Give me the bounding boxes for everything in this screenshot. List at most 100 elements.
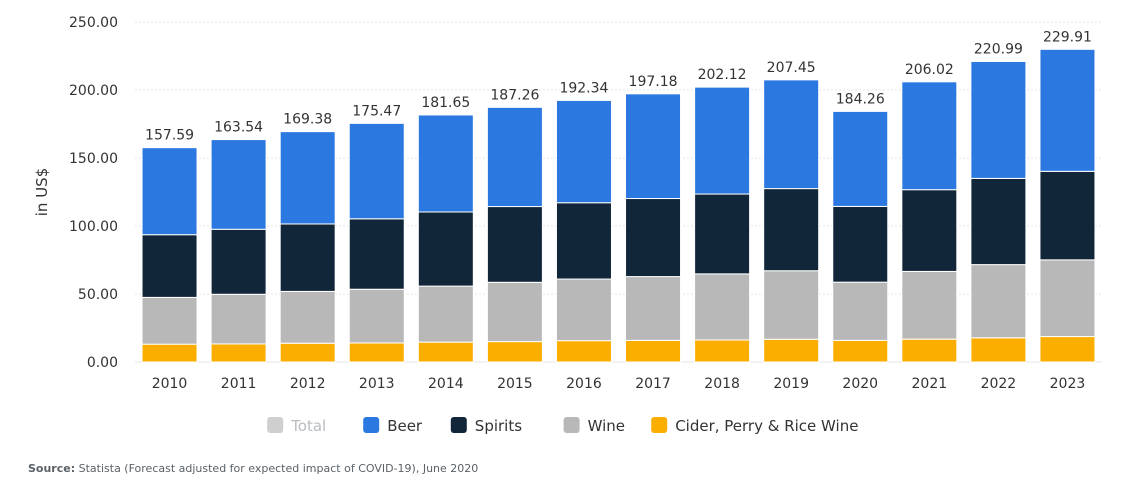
bar-segment[interactable] <box>901 81 958 191</box>
bar-segment[interactable] <box>555 278 612 342</box>
bar-segment[interactable] <box>1039 336 1096 363</box>
bar-segment[interactable] <box>486 206 543 283</box>
stacked-bar-chart: 0.00 50.00 100.00 150.00 200.00 250.00 in US$ 1… <box>33 15 1102 435</box>
bar-segment[interactable] <box>486 281 543 343</box>
bar-segment[interactable] <box>417 341 474 363</box>
bar-segment[interactable] <box>348 288 405 344</box>
source-note: Source: Statista (Forecast adjusted for … <box>28 462 478 475</box>
bar-segment[interactable] <box>210 293 267 345</box>
bar-segment[interactable] <box>970 177 1027 266</box>
bar-segment[interactable] <box>625 339 682 363</box>
bar-segment[interactable] <box>1039 48 1096 172</box>
bar-segment[interactable] <box>210 343 267 363</box>
bar-segment[interactable] <box>625 198 682 278</box>
bar-segment[interactable] <box>279 290 336 344</box>
legend-swatch[interactable] <box>651 417 668 433</box>
total-data-label: 197.18 <box>629 74 678 90</box>
bar-segment[interactable] <box>141 343 198 363</box>
legend-label[interactable]: Beer <box>387 417 423 435</box>
x-tick-label: 2015 <box>497 376 533 392</box>
y-tick-label: 100.00 <box>69 219 118 235</box>
y-tick-label: 200.00 <box>69 83 118 99</box>
bar-segment[interactable] <box>210 228 267 295</box>
y-axis-title: in US$ <box>33 168 51 217</box>
bar-segment[interactable] <box>832 339 889 363</box>
bar-segment[interactable] <box>901 270 958 340</box>
legend-label[interactable]: Wine <box>588 417 625 435</box>
x-tick-label: 2013 <box>359 376 395 392</box>
legend-label[interactable]: Total <box>290 417 326 435</box>
total-data-label: 184.26 <box>836 91 885 107</box>
bar-segment[interactable] <box>625 276 682 341</box>
bar-segment[interactable] <box>763 270 820 340</box>
legend-swatch[interactable] <box>267 417 284 433</box>
bar-segment[interactable] <box>694 86 751 195</box>
x-tick-label: 2020 <box>842 376 878 392</box>
bar-segment[interactable] <box>832 205 889 283</box>
total-data-label: 157.59 <box>145 128 194 144</box>
bar-segment[interactable] <box>763 338 820 363</box>
x-tick-label: 2016 <box>566 376 602 392</box>
total-data-label: 163.54 <box>214 120 263 136</box>
total-data-label: 175.47 <box>352 103 401 119</box>
source-text: Statista (Forecast adjusted for expected… <box>75 462 479 475</box>
bar-segment[interactable] <box>832 110 889 207</box>
bar-segment[interactable] <box>141 234 198 298</box>
bar-segment[interactable] <box>694 193 751 275</box>
bar-segment[interactable] <box>763 79 820 190</box>
bar-segment[interactable] <box>970 264 1027 339</box>
bar-segment[interactable] <box>694 339 751 363</box>
legend-swatch[interactable] <box>363 417 380 433</box>
bar-segment[interactable] <box>348 342 405 363</box>
bar-segment[interactable] <box>555 99 612 204</box>
y-tick-label: 250.00 <box>69 15 118 31</box>
bar-segment[interactable] <box>901 338 958 363</box>
legend-label[interactable]: Cider, Perry & Rice Wine <box>675 417 858 435</box>
bar-segment[interactable] <box>279 223 336 292</box>
bar-segment[interactable] <box>210 139 267 230</box>
bar-segment[interactable] <box>417 285 474 343</box>
total-data-label: 202.12 <box>698 67 747 83</box>
bar-segment[interactable] <box>348 218 405 290</box>
total-data-label: 229.91 <box>1043 29 1092 45</box>
total-data-label: 187.26 <box>490 87 539 103</box>
total-data-label: 206.02 <box>905 62 954 78</box>
legend-label[interactable]: Spirits <box>475 417 522 435</box>
y-tick-label: 0.00 <box>87 355 118 371</box>
x-tick-label: 2014 <box>428 376 464 392</box>
x-tick-label: 2019 <box>773 376 809 392</box>
legend-swatch[interactable] <box>450 417 467 433</box>
source-label: Source: <box>28 462 76 475</box>
bar-segment[interactable] <box>970 337 1027 363</box>
bar-segment[interactable] <box>832 281 889 341</box>
bar-segment[interactable] <box>486 106 543 208</box>
bar-segment[interactable] <box>694 273 751 341</box>
bar-segment[interactable] <box>417 114 474 213</box>
bar-segment[interactable] <box>486 341 543 363</box>
total-data-label: 169.38 <box>283 112 332 128</box>
x-tick-label: 2021 <box>912 376 948 392</box>
bar-segment[interactable] <box>970 60 1027 179</box>
bar-segment[interactable] <box>279 342 336 363</box>
x-tick-label: 2018 <box>704 376 740 392</box>
bar-segment[interactable] <box>141 296 198 345</box>
total-data-label: 181.65 <box>421 95 470 111</box>
bar-segment[interactable] <box>348 122 405 220</box>
bar-segment[interactable] <box>901 189 958 272</box>
bar-segment[interactable] <box>1039 259 1096 338</box>
bar-segment[interactable] <box>625 93 682 200</box>
y-tick-label: 150.00 <box>69 151 118 167</box>
bar-segment[interactable] <box>141 147 198 236</box>
legend-swatch[interactable] <box>563 417 580 433</box>
bar-segment[interactable] <box>555 202 612 280</box>
bar-segment[interactable] <box>763 188 820 272</box>
x-tick-label: 2022 <box>981 376 1017 392</box>
bar-segment[interactable] <box>555 340 612 363</box>
bar-segment[interactable] <box>279 131 336 225</box>
total-data-label: 207.45 <box>767 60 816 76</box>
x-tick-label: 2011 <box>221 376 257 392</box>
bar-segment[interactable] <box>417 211 474 287</box>
bar-segment[interactable] <box>1039 170 1096 261</box>
x-tick-label: 2010 <box>152 376 188 392</box>
